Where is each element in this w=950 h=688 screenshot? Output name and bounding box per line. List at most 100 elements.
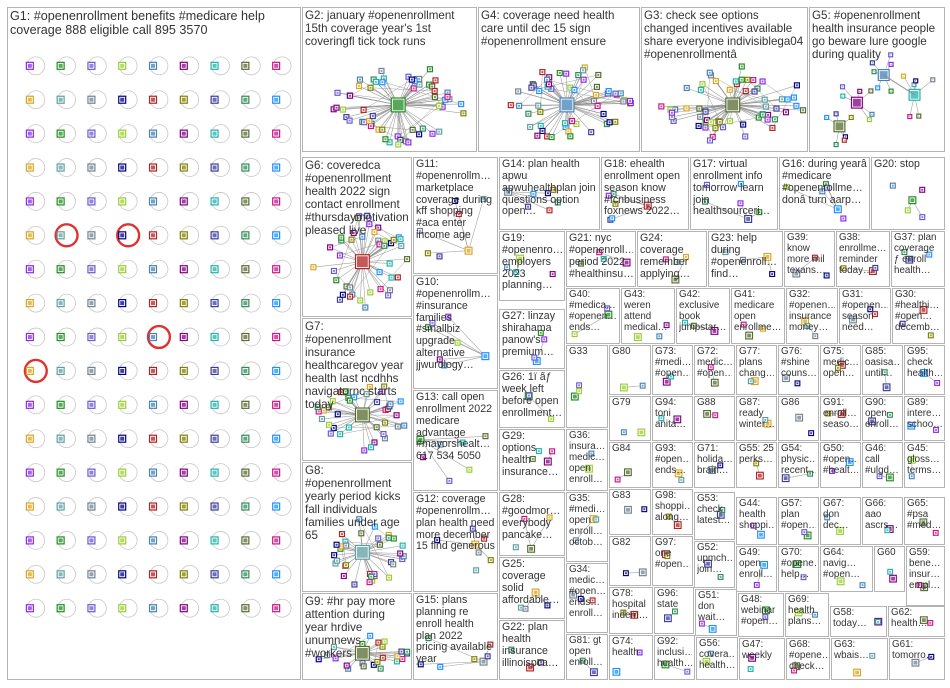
user-node-avatar xyxy=(764,608,768,613)
user-node-avatar xyxy=(89,504,94,509)
user-node-avatar xyxy=(907,257,912,262)
user-node-avatar xyxy=(151,368,155,373)
group-network xyxy=(620,428,646,437)
user-node-avatar xyxy=(712,380,717,385)
group-network xyxy=(674,469,685,483)
user-node-avatar xyxy=(387,294,390,297)
user-node-avatar xyxy=(375,426,378,429)
user-node-avatar xyxy=(741,258,744,261)
user-node-avatar xyxy=(614,120,617,123)
user-node-avatar xyxy=(181,368,186,373)
group-panel-g35: G35: #medi… open enroll… octob… xyxy=(566,492,608,562)
user-node-avatar xyxy=(448,479,451,482)
user-node-avatar xyxy=(89,470,94,475)
user-node-avatar xyxy=(767,113,770,116)
group-panel-g50: G50: #open… #healt… xyxy=(820,442,861,488)
user-node-avatar xyxy=(673,277,678,282)
user-node-avatar xyxy=(755,584,758,586)
user-node-avatar xyxy=(27,233,32,238)
user-node-avatar xyxy=(418,83,421,86)
user-node-avatar xyxy=(579,597,582,600)
user-node-avatar xyxy=(58,97,63,102)
user-node-avatar xyxy=(447,315,450,318)
user-node-avatar xyxy=(675,417,680,422)
user-node-avatar xyxy=(395,660,398,663)
user-node-avatar xyxy=(369,86,372,89)
user-node-avatar xyxy=(622,385,626,390)
user-node-avatar xyxy=(120,504,125,509)
user-node-avatar xyxy=(58,538,63,543)
user-node-avatar xyxy=(524,607,527,610)
edge xyxy=(508,191,558,203)
user-node-avatar xyxy=(89,368,94,373)
user-node-avatar xyxy=(181,301,186,306)
user-node-avatar xyxy=(427,637,430,640)
edge xyxy=(457,342,486,357)
user-node-avatar xyxy=(377,537,380,540)
group-network xyxy=(570,382,583,401)
edge xyxy=(742,256,768,261)
user-node-avatar xyxy=(546,135,549,138)
user-node-avatar xyxy=(439,665,442,668)
user-node-avatar xyxy=(755,462,758,465)
user-node-avatar xyxy=(622,611,625,614)
group-panel-g65: G65: #psa #med… xyxy=(904,497,945,545)
user-node-avatar xyxy=(530,86,533,89)
user-node-avatar xyxy=(120,199,125,204)
user-node-avatar xyxy=(606,312,611,317)
user-node-avatar xyxy=(151,538,155,543)
group-network xyxy=(531,329,548,366)
edge xyxy=(398,104,464,114)
user-node-avatar xyxy=(322,409,325,412)
user-node-avatar xyxy=(614,669,619,674)
group-network xyxy=(434,525,494,574)
user-node-avatar xyxy=(151,301,155,306)
user-node-avatar xyxy=(274,131,279,136)
group-panel-g36: G36: insura… medic… open enroll… xyxy=(566,429,608,491)
user-node-avatar xyxy=(619,92,622,95)
user-node-avatar xyxy=(921,188,924,191)
user-node-avatar xyxy=(389,289,391,292)
user-node-avatar xyxy=(332,645,335,648)
group-network xyxy=(801,529,812,540)
user-node-avatar xyxy=(58,606,63,611)
user-node-avatar xyxy=(664,379,669,384)
user-node-avatar xyxy=(809,472,812,475)
user-node-avatar xyxy=(803,531,806,534)
group-network xyxy=(658,63,807,144)
user-node-avatar xyxy=(709,366,712,369)
edge xyxy=(732,99,788,106)
user-node-avatar xyxy=(551,273,554,276)
user-node-avatar xyxy=(27,131,32,136)
user-node-avatar xyxy=(709,652,712,655)
user-node-avatar xyxy=(757,116,760,119)
group-panel-g29: G29: options health insurance… xyxy=(499,429,565,491)
user-node-avatar xyxy=(347,426,350,429)
user-node-avatar xyxy=(360,532,363,535)
user-node-avatar xyxy=(795,562,800,566)
user-node-avatar xyxy=(274,335,279,340)
user-node-avatar xyxy=(151,131,155,136)
user-node-avatar xyxy=(348,399,351,402)
user-node-avatar xyxy=(335,543,338,546)
user-node-avatar xyxy=(674,108,677,111)
edge xyxy=(843,267,873,272)
user-node-avatar xyxy=(365,393,368,396)
user-node-avatar xyxy=(699,88,702,91)
user-node-avatar xyxy=(592,670,596,675)
group-network xyxy=(330,66,467,148)
group-network xyxy=(504,186,561,214)
group-network xyxy=(310,212,411,311)
user-node-avatar xyxy=(89,97,94,102)
group-network xyxy=(824,514,845,535)
group-panel-g20: G20: stop xyxy=(871,157,945,230)
user-node-avatar xyxy=(338,254,341,257)
user-node-avatar xyxy=(373,441,376,444)
group-panel-g81: G81: gt open enroll… xyxy=(566,634,608,680)
user-node-avatar xyxy=(802,576,805,579)
user-node-avatar xyxy=(929,334,932,337)
user-node-avatar xyxy=(181,436,186,441)
group-panel-g38: G38: enrollme… reminder today… xyxy=(836,231,890,287)
user-node-avatar xyxy=(363,121,366,124)
user-node-avatar xyxy=(556,201,559,204)
